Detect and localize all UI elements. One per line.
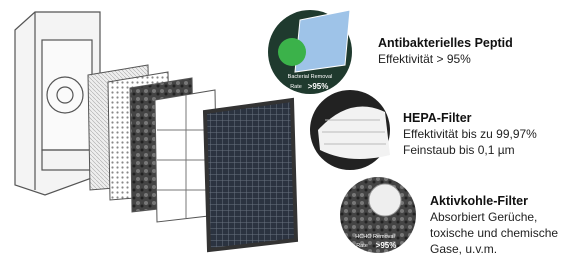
badge-rate-label: Rate (290, 84, 302, 90)
badge-hepa (310, 90, 390, 170)
filter-title: Antibakterielles Peptid (378, 36, 513, 50)
badge-rate: >95% (308, 82, 329, 91)
badge-carbon: HCHO Removal Rate >95% (340, 177, 416, 253)
filter-line: Absorbiert Gerüche, (430, 210, 537, 224)
badge-peptide: Bacterial Removal Rate >95% (268, 10, 352, 94)
filter-line: Feinstaub bis 0,1 µm (403, 143, 515, 157)
filter-line: Effektivität bis zu 99,97% (403, 127, 537, 141)
filter-layers (88, 65, 296, 250)
badge-rate: >95% (376, 241, 397, 250)
badge-caption: HCHO Removal (355, 234, 394, 240)
filter-line: Effektivität > 95% (378, 52, 471, 66)
filter-title: Aktivkohle-Filter (430, 194, 528, 208)
product-illustration: Bacterial Removal Rate >95% HCHO Removal… (0, 0, 575, 255)
purifier (15, 12, 100, 195)
badge-rate-label: Rate (356, 243, 368, 249)
filter-line: Gase, u.v.m. (430, 242, 497, 255)
badge-caption: Bacterial Removal (288, 74, 333, 80)
filter-title: HEPA-Filter (403, 111, 472, 125)
filter-line: toxische und chemische (430, 226, 558, 240)
